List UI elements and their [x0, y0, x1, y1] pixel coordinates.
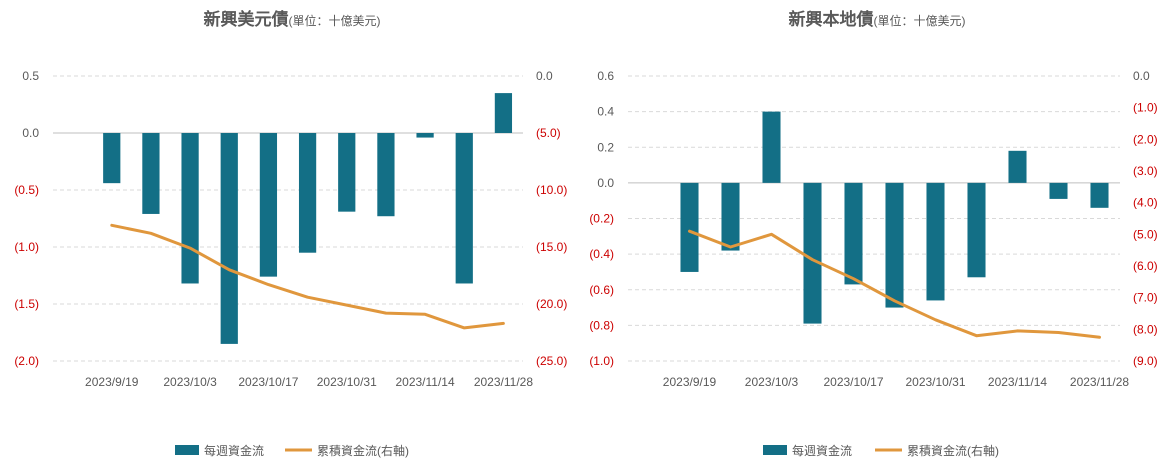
y-right-tick-label: (15.0) — [536, 240, 567, 254]
bar-weekly-flow — [298, 133, 317, 253]
chart-subtitle: (單位：十億美元) — [289, 13, 381, 28]
legend-label-weekly: 每週資金流 — [792, 443, 852, 458]
bar-weekly-flow — [721, 182, 740, 251]
legend-swatch-bar — [175, 445, 199, 455]
y-left-tick-label: (0.6) — [589, 283, 614, 297]
x-tick-label: 2023/10/3 — [163, 375, 217, 389]
y-right-tick-label: 0.0 — [1133, 69, 1150, 83]
y-left-tick-label: 0.6 — [597, 69, 614, 83]
bar-weekly-flow — [142, 133, 160, 214]
bar-weekly-flow — [494, 93, 513, 133]
bar-weekly-flow — [844, 182, 863, 285]
x-tick-label: 2023/11/28 — [1070, 375, 1129, 389]
bar-weekly-flow — [885, 182, 904, 308]
legend-label-weekly: 每週資金流 — [204, 443, 264, 458]
x-tick-label: 2023/10/17 — [823, 375, 883, 389]
legend-label-cumulative: 累積資金流(右軸) — [317, 443, 409, 458]
bar-weekly-flow — [1090, 182, 1109, 208]
bar-weekly-flow — [803, 182, 822, 324]
y-right-tick-label: (3.0) — [1133, 164, 1158, 178]
y-right-tick-label: (25.0) — [536, 354, 567, 368]
bar-weekly-flow — [259, 133, 278, 277]
chart-em-usd-bond: 新興美元債(單位：十億美元) 0.5 0.0 (0.5) (1.0) (1.5) (2.0)… — [0, 0, 585, 469]
bar-weekly-flow — [220, 133, 238, 344]
y-left-tick-label: (1.0) — [589, 354, 614, 368]
x-tick-label: 2023/10/3 — [745, 375, 799, 389]
y-left-tick-label: (0.2) — [589, 212, 614, 226]
y-left-tick-label: (2.0) — [14, 354, 39, 368]
x-tick-label: 2023/11/14 — [988, 375, 1047, 389]
y-left-tick-label: (0.5) — [14, 183, 39, 197]
line-cumulative-flow — [688, 229, 1101, 339]
y-left-tick-label: 0.5 — [22, 69, 39, 83]
chart-title: 新興本地債(單位：十億美元) — [789, 9, 966, 29]
y-right-tick-label: (5.0) — [536, 126, 561, 140]
x-tick-label: 2023/10/31 — [905, 375, 965, 389]
legend-swatch-bar — [763, 445, 787, 455]
x-tick-label: 2023/11/28 — [474, 375, 533, 389]
y-right-tick-label: (8.0) — [1133, 322, 1158, 336]
y-left-tick-label: (0.4) — [589, 247, 614, 261]
y-right-tick-label: (2.0) — [1133, 132, 1158, 146]
line-cumulative-flow — [110, 223, 505, 330]
bar-weekly-flow — [103, 133, 121, 184]
chart-title-main: 新興美元債 — [204, 9, 289, 29]
x-tick-label: 2023/9/19 — [85, 375, 139, 389]
y-right-tick-label: (7.0) — [1133, 291, 1158, 305]
y-right-tick-label: (20.0) — [536, 297, 567, 311]
legend-label-cumulative: 累積資金流(右軸) — [907, 443, 999, 458]
bar-weekly-flow — [338, 133, 356, 212]
bar-weekly-flow — [377, 133, 395, 217]
chart-svg: 新興美元債(單位：十億美元) 0.5 0.0 (0.5) (1.0) (1.5) (2.0)… — [14, 9, 567, 458]
y-right-tick-label: (4.0) — [1133, 196, 1158, 210]
bar-weekly-flow — [762, 111, 781, 183]
x-tick-label: 2023/11/14 — [395, 375, 454, 389]
chart-title-main: 新興本地債 — [789, 9, 874, 29]
y-left-tick-label: 0.0 — [22, 126, 39, 140]
bar-weekly-flow — [455, 133, 473, 284]
y-left-tick-label: (0.8) — [589, 318, 614, 332]
y-right-tick-label: (10.0) — [536, 183, 567, 197]
bar-weekly-flow — [1049, 182, 1068, 199]
bar-weekly-flow — [680, 182, 699, 272]
y-left-tick-label: 0.2 — [597, 140, 614, 154]
x-tick-label: 2023/9/19 — [663, 375, 717, 389]
chart-title: 新興美元債(單位：十億美元) — [204, 9, 381, 29]
bar-weekly-flow — [967, 182, 986, 278]
chart-subtitle: (單位：十億美元) — [874, 13, 966, 28]
y-right-tick-label: (6.0) — [1133, 259, 1158, 273]
x-tick-label: 2023/10/17 — [238, 375, 298, 389]
chart-svg: 新興本地債(單位：十億美元) 0.6 0.4 0.2 0.0 (0.2) (0.4) (0.6… — [589, 9, 1158, 458]
y-right-tick-label: 0.0 — [536, 69, 553, 83]
y-right-tick-label: (5.0) — [1133, 227, 1158, 241]
y-left-tick-label: 0.0 — [597, 176, 614, 190]
y-left-tick-label: (1.0) — [14, 240, 39, 254]
bar-weekly-flow — [1008, 150, 1027, 183]
x-tick-label: 2023/10/31 — [317, 375, 377, 389]
y-left-tick-label: (1.5) — [14, 297, 39, 311]
bar-weekly-flow — [416, 133, 434, 138]
y-left-tick-label: 0.4 — [597, 105, 614, 119]
chart-em-local-bond: 新興本地債(單位：十億美元) 0.6 0.4 0.2 0.0 (0.2) (0.4) (0.6… — [585, 0, 1170, 469]
y-right-tick-label: (1.0) — [1133, 101, 1158, 115]
y-right-tick-label: (9.0) — [1133, 354, 1158, 368]
bar-weekly-flow — [181, 133, 199, 284]
bar-weekly-flow — [926, 182, 945, 301]
